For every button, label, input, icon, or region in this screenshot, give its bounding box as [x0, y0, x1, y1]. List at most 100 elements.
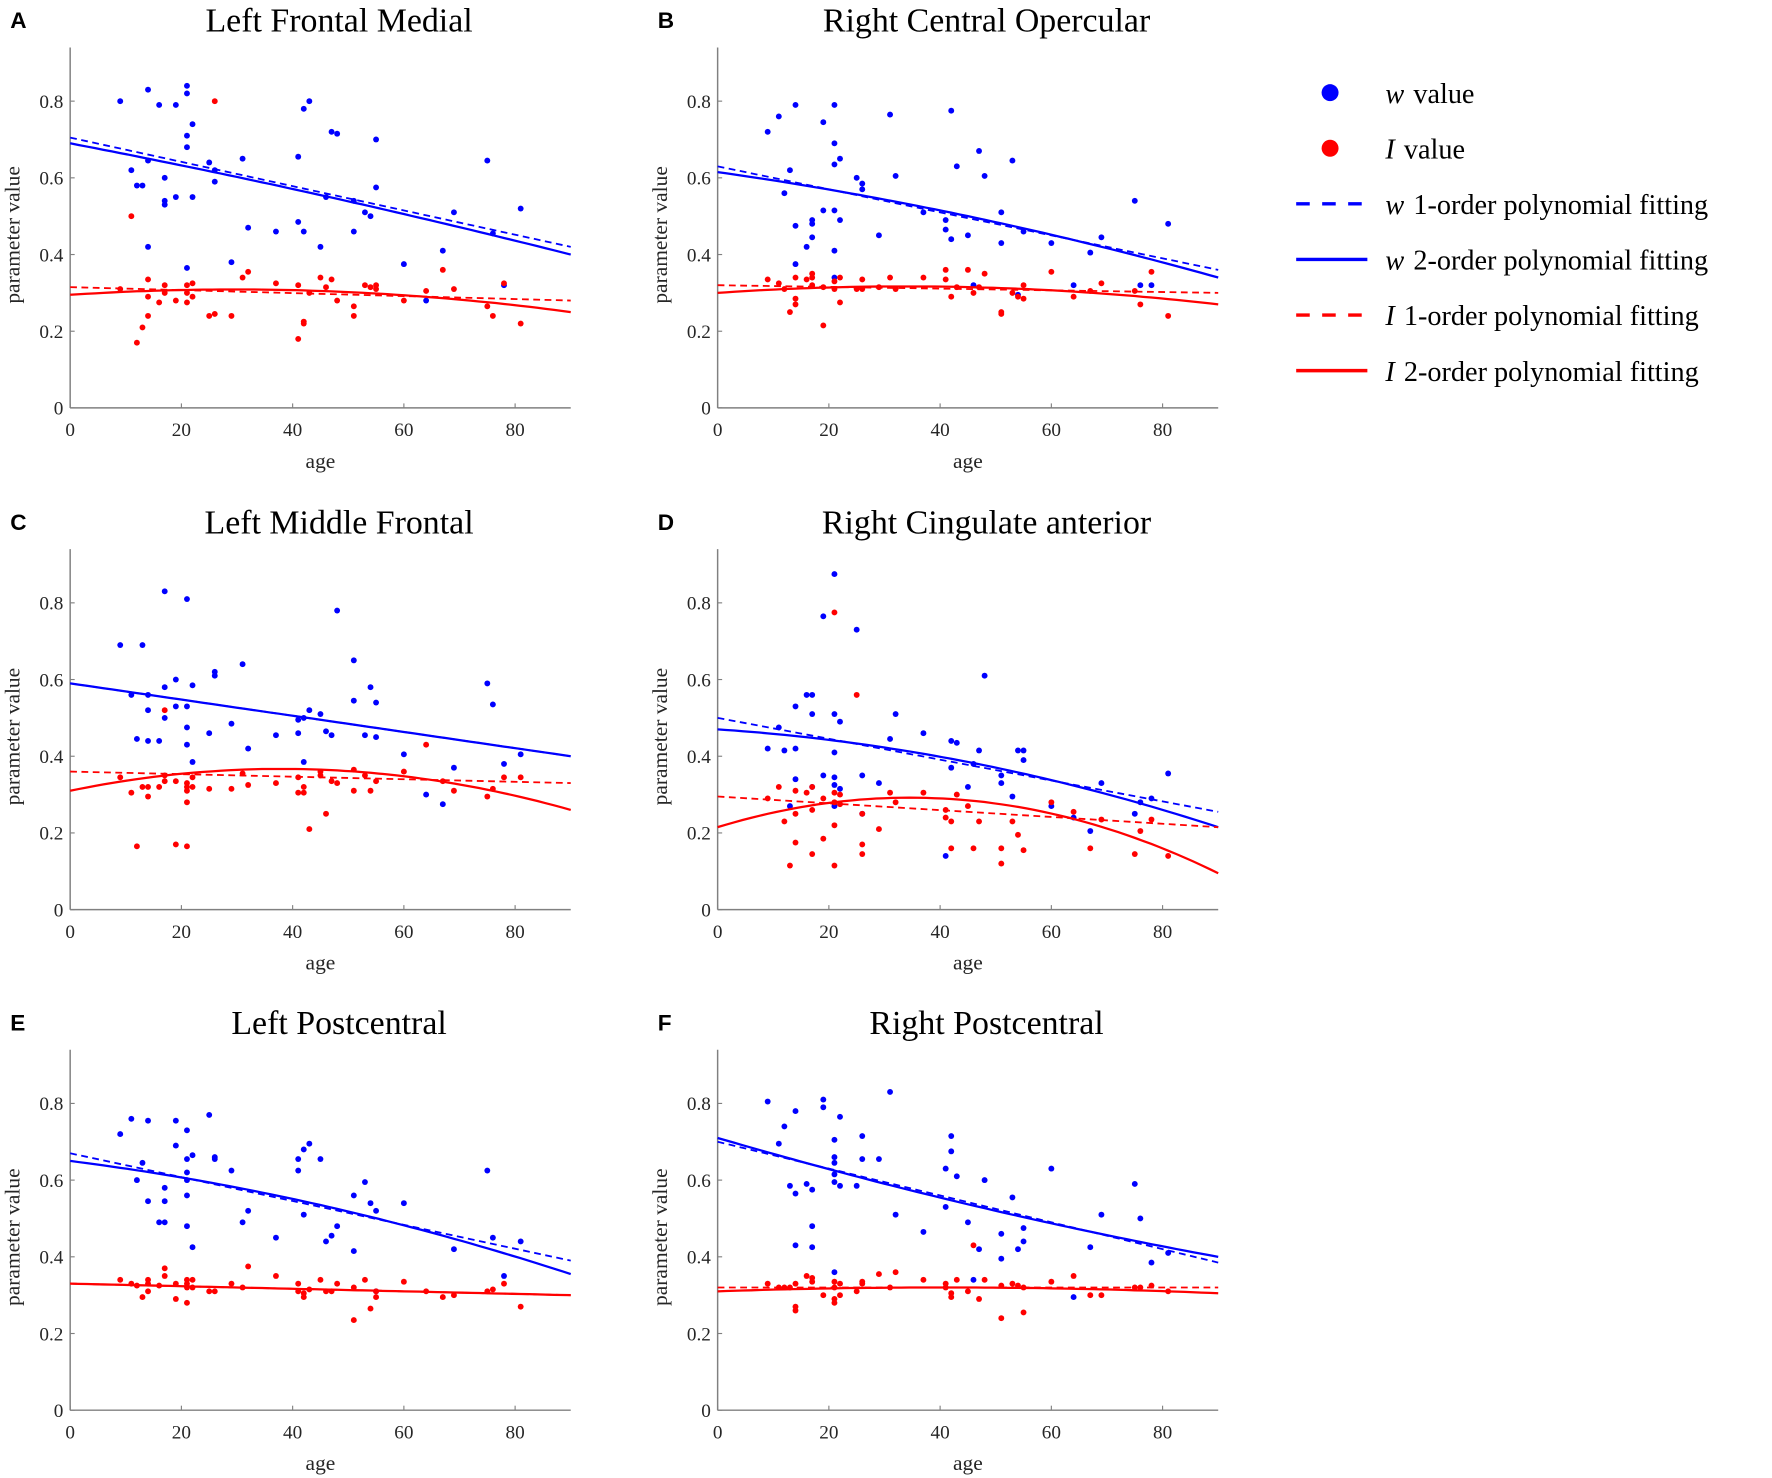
w-value-point	[334, 1223, 341, 1230]
I-value-point	[920, 1276, 927, 1283]
I-value-point	[128, 213, 135, 220]
w-value-point	[145, 737, 151, 744]
subplot-f: F Right Postcentral 0 20 40 60 80 0 0.2 0.4 0.6 0.8…	[648, 1005, 1219, 1475]
I-value-point	[920, 274, 927, 281]
w-value-point	[139, 182, 146, 189]
w-value-point	[859, 1133, 866, 1139]
I-1-order-fit-line	[70, 286, 571, 302]
w-value-point	[184, 1127, 190, 1134]
I-value-point	[323, 284, 329, 291]
I-value-point	[450, 1292, 457, 1299]
I-value-point	[837, 1292, 843, 1299]
I-value-point	[400, 297, 407, 304]
w-value-point	[172, 1142, 179, 1149]
I-value-point	[1070, 1273, 1077, 1279]
w-value-point	[362, 209, 368, 216]
I-value-point	[517, 1303, 524, 1310]
w-value-point	[211, 178, 218, 185]
w-value-point	[206, 159, 213, 166]
w-value-point	[1165, 770, 1172, 777]
legend-dot-icon	[1321, 139, 1339, 157]
I-value-point	[853, 1288, 860, 1295]
w-value-point	[161, 1198, 168, 1205]
I-value-point	[400, 1278, 407, 1285]
w-value-point	[981, 672, 988, 679]
I-value-point	[245, 1263, 252, 1270]
I-value-point	[206, 1288, 213, 1295]
w-value-point	[775, 113, 782, 120]
w-value-point	[450, 209, 457, 216]
x-tick-label: 20	[819, 420, 838, 441]
w-value-point	[172, 703, 179, 710]
w-value-point	[1131, 810, 1138, 817]
I-value-point	[439, 266, 446, 273]
subplot-a: A Left Frontal Medial 0 20 40 60 80 0 0.2 0.4 0.6 0…	[0, 3, 572, 473]
I-value-point	[1148, 268, 1155, 275]
w-value-point	[1020, 757, 1027, 764]
I-value-point	[976, 1296, 982, 1302]
I-value-point	[350, 303, 357, 310]
I-value-point	[887, 789, 893, 796]
w-value-point	[239, 1219, 246, 1226]
w-value-point	[306, 1140, 313, 1147]
y-tick-label: 0.2	[39, 322, 63, 343]
I-value-point	[423, 741, 430, 748]
w-value-point	[211, 672, 218, 679]
x-tick-label: 80	[1153, 420, 1172, 441]
y-tick-label: 0.8	[39, 594, 63, 615]
w-value-point	[172, 1117, 179, 1124]
w-value-point	[953, 163, 960, 170]
I-value-point	[295, 789, 302, 796]
w-value-point	[1131, 1181, 1138, 1187]
I-value-point	[820, 795, 827, 802]
legend-item: I 1-order polynomial fitting	[1296, 301, 1699, 332]
legend-symbol: I	[1384, 134, 1396, 165]
w-value-point	[820, 1096, 827, 1103]
w-value-point	[362, 1179, 368, 1185]
w-value-point	[964, 232, 971, 239]
w-value-point	[1098, 780, 1105, 787]
w-value-point	[300, 228, 307, 235]
w-value-point	[133, 736, 140, 742]
I-value-point	[128, 789, 135, 796]
y-tick-label: 0.8	[39, 1094, 63, 1115]
I-value-point	[1165, 312, 1172, 319]
w-value-point	[787, 803, 793, 810]
w-2-order-fit-line	[717, 728, 1219, 829]
I-2-order-fit-line	[70, 288, 571, 314]
w-value-point	[875, 1156, 882, 1162]
w-value-point	[1087, 249, 1094, 256]
w-value-point	[837, 217, 843, 223]
I-value-point	[948, 293, 955, 300]
w-value-point	[837, 785, 843, 792]
w-value-point	[859, 180, 866, 187]
w-value-point	[837, 718, 843, 725]
w-value-point	[317, 1156, 324, 1162]
I-value-point	[859, 810, 866, 817]
w-value-point	[1148, 1259, 1155, 1266]
w-value-point	[853, 1182, 860, 1189]
w-value-point	[792, 1190, 799, 1197]
I-value-point	[831, 1299, 838, 1306]
I-value-point	[1048, 1278, 1055, 1285]
panel-letter: F	[658, 1011, 672, 1036]
I-value-point	[273, 1273, 279, 1279]
w-value-point	[853, 626, 860, 633]
w-value-point	[484, 157, 491, 164]
w-value-point	[831, 207, 838, 214]
w-value-point	[350, 697, 357, 704]
w-value-point	[1048, 1165, 1055, 1172]
w-value-point	[998, 1255, 1005, 1262]
w-value-point	[300, 105, 307, 112]
x-tick-label: 80	[506, 922, 525, 943]
w-value-point	[239, 661, 246, 668]
w-value-point	[781, 1123, 788, 1130]
w-value-points	[117, 1111, 524, 1295]
y-tick-label: 0	[701, 900, 711, 921]
I-value-point	[831, 789, 838, 796]
panel-letter: D	[658, 510, 674, 535]
I-value-point	[775, 280, 782, 287]
I-value-point	[373, 1294, 380, 1301]
I-value-point	[139, 1294, 146, 1301]
w-value-point	[1009, 793, 1016, 800]
